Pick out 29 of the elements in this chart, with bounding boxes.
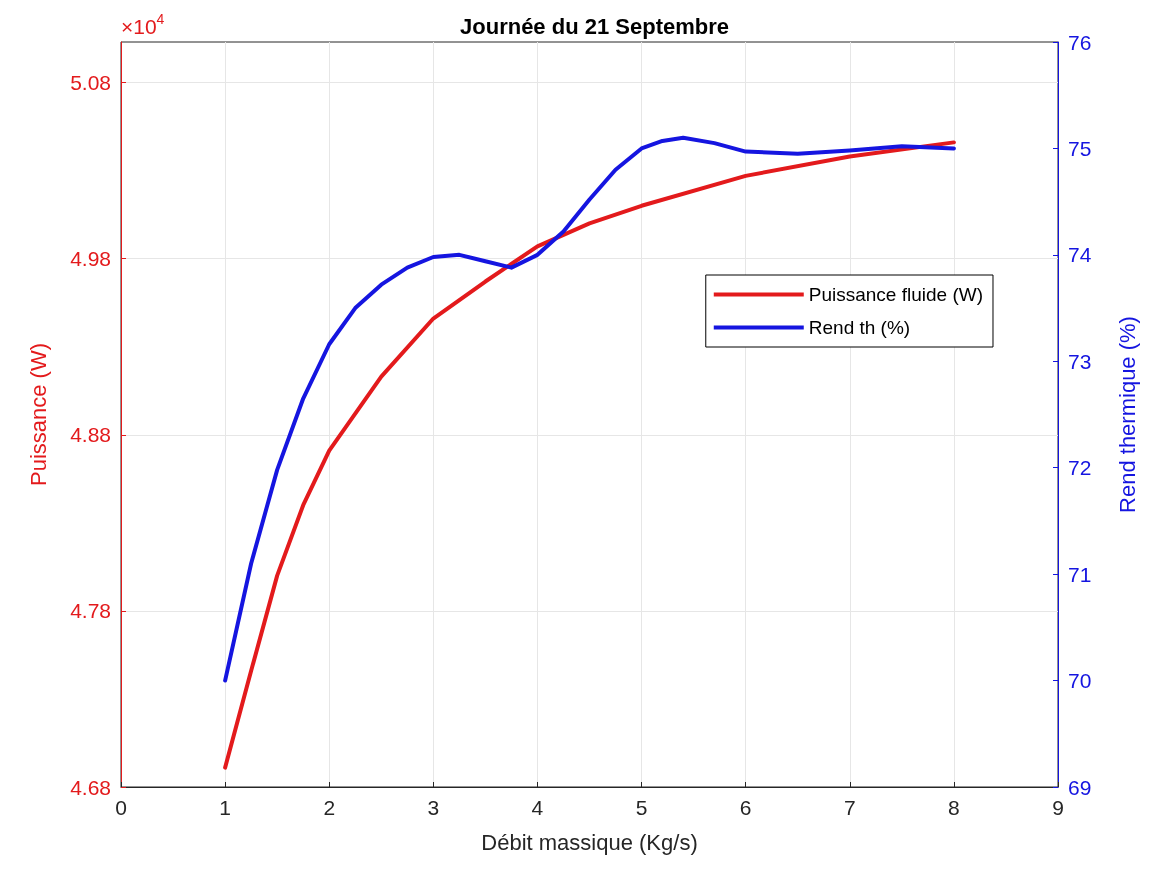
y-tick-label: 4.78: [70, 599, 111, 623]
y-axis-title: Puissance (W): [25, 342, 51, 487]
legend-label: Puissance fluide (W): [808, 284, 984, 305]
x-tick-label: 7: [843, 796, 856, 819]
y2-tick-label: 74: [1068, 243, 1092, 267]
x-tick-label: 0: [115, 796, 127, 819]
y-tick-label: 4.88: [70, 423, 111, 447]
y2-tick-label: 72: [1068, 456, 1092, 480]
x-tick-label: 9: [1052, 796, 1064, 819]
x-tick-label: 4: [531, 796, 544, 819]
x-tick-label: 3: [427, 796, 440, 819]
legend-label: Rend th (%): [808, 317, 911, 338]
chart-title: Journée du 21 Septembre: [460, 13, 729, 39]
y-tick-label: 5.08: [70, 71, 111, 95]
y2-tick-label: 73: [1068, 349, 1092, 373]
y-tick-label: 4.68: [70, 775, 111, 799]
y2-axis-title: Rend thermique (%): [1114, 316, 1140, 513]
x-tick-label: 8: [948, 796, 960, 819]
y2-tick-label: 70: [1068, 669, 1092, 693]
x-tick-label: 6: [739, 796, 752, 819]
y2-tick-label: 75: [1068, 136, 1092, 160]
y2-tick-label: 76: [1068, 30, 1092, 54]
x-axis-title: Débit massique (Kg/s): [481, 829, 698, 855]
x-tick-label: 2: [323, 796, 336, 819]
x-tick-label: 5: [635, 796, 648, 819]
y-tick-label: 4.98: [70, 247, 111, 271]
y2-tick-label: 69: [1068, 775, 1092, 799]
y2-tick-label: 71: [1068, 562, 1092, 586]
x-tick-label: 1: [219, 796, 231, 819]
